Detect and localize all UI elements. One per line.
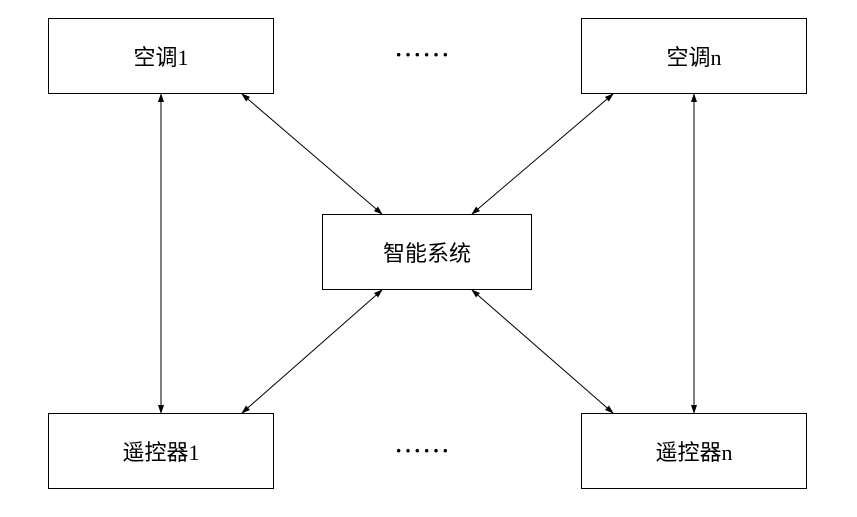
- node-ac1: 空调1: [48, 18, 274, 94]
- ellipsis-top-text: ······: [395, 42, 451, 67]
- ellipsis-bottom-text: ······: [395, 438, 451, 463]
- node-center-label: 智能系统: [383, 236, 471, 268]
- node-acn-label: 空调n: [666, 40, 721, 72]
- node-acn: 空调n: [581, 18, 807, 94]
- node-rcn-label: 遥控器n: [655, 435, 732, 467]
- ellipsis-top: ······: [395, 42, 451, 68]
- ellipsis-bottom: ······: [395, 438, 451, 464]
- node-rc1-label: 遥控器1: [122, 435, 199, 467]
- node-center: 智能系统: [322, 214, 532, 290]
- node-rcn: 遥控器n: [581, 413, 807, 489]
- node-rc1: 遥控器1: [48, 413, 274, 489]
- system-diagram: 空调1 空调n 智能系统 遥控器1 遥控器n ······ ······: [0, 0, 857, 517]
- node-ac1-label: 空调1: [133, 40, 188, 72]
